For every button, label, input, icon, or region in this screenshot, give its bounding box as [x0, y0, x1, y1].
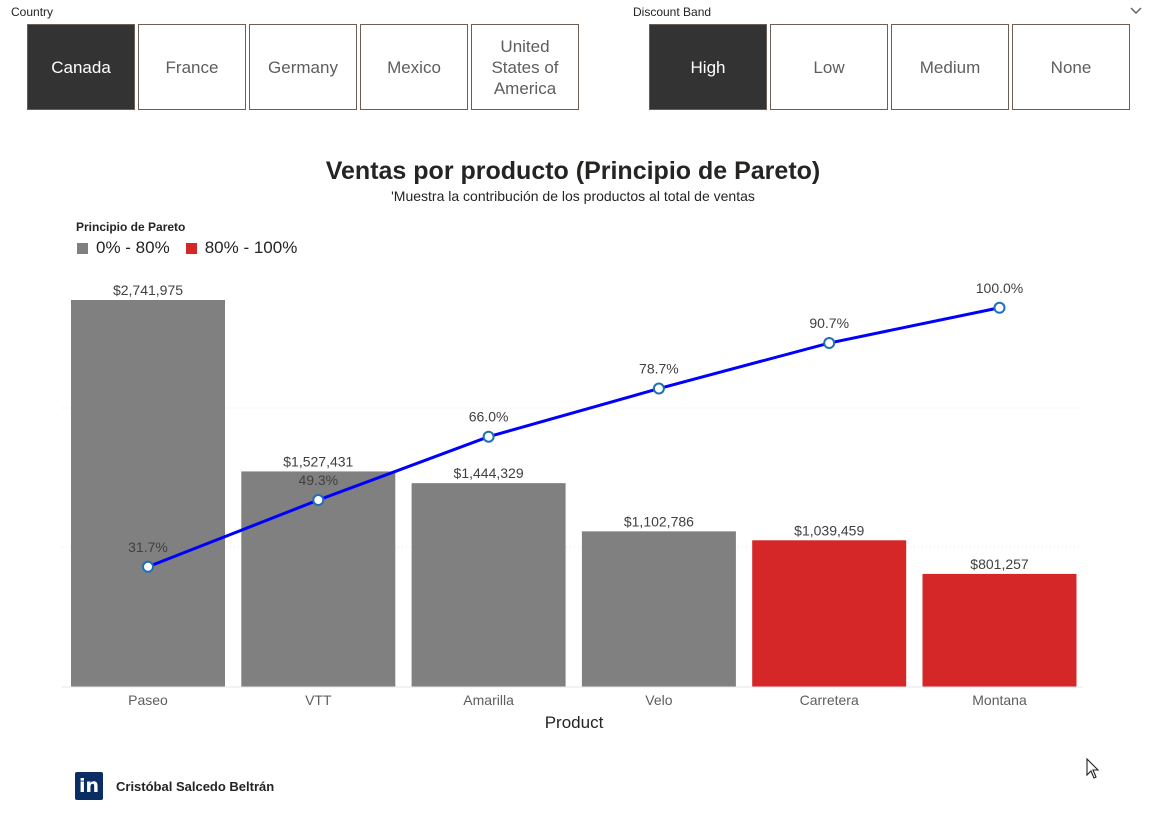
chart-subtitle: 'Muestra la contribución de los producto… [391, 188, 755, 204]
bar-data-label: $1,444,329 [454, 465, 524, 481]
cumulative-point [482, 430, 495, 443]
country-option-united-states-of-america[interactable]: United States of America [471, 24, 579, 110]
bar-amarilla [411, 483, 566, 687]
cumulative-line [147, 306, 1000, 569]
legend-item-0-80[interactable]: 0% - 80% [77, 238, 170, 258]
cumulative-data-label: 66.0% [469, 409, 509, 425]
cumulative-point [652, 382, 665, 395]
x-tick-label: Carretera [800, 692, 859, 708]
cumulative-point [312, 494, 325, 507]
x-axis-title: Product [545, 713, 604, 732]
cumulative-data-label: 90.7% [809, 315, 849, 331]
legend-item-80-100[interactable]: 80% - 100% [185, 238, 298, 258]
discount-option-low[interactable]: Low [770, 24, 888, 110]
legend: 0% - 80% 80% - 100% [77, 238, 313, 258]
cumulative-data-label: 31.7% [128, 539, 168, 555]
country-slicer: Canada France Germany Mexico United States o… [27, 24, 579, 110]
bar-paseo [71, 300, 225, 687]
discount-option-high[interactable]: High [649, 24, 767, 110]
x-tick-label: Montana [972, 692, 1027, 708]
x-tick-label: VTT [305, 692, 332, 708]
discount-slicer: High Low Medium None [649, 24, 1130, 110]
legend-label: 0% - 80% [96, 238, 170, 257]
bar-data-label: $801,257 [970, 556, 1029, 572]
bar-data-label: $1,527,431 [283, 453, 353, 469]
chevron-down-icon[interactable] [1129, 4, 1143, 18]
cumulative-point [823, 337, 836, 350]
cumulative-point [993, 301, 1006, 314]
country-option-canada[interactable]: Canada [27, 24, 135, 110]
discount-slicer-title: Discount Band [633, 5, 712, 19]
country-option-france[interactable]: France [138, 24, 246, 110]
discount-option-medium[interactable]: Medium [891, 24, 1009, 110]
bar-carretera [752, 540, 907, 687]
cumulative-data-label: 78.7% [639, 361, 679, 377]
legend-title: Principio de Pareto [76, 220, 186, 234]
bar-data-label: $1,039,459 [794, 522, 864, 538]
legend-label: 80% - 100% [204, 238, 298, 257]
legend-swatch [185, 242, 197, 254]
x-tick-label: Amarilla [463, 692, 514, 708]
bar-vtt [241, 471, 396, 687]
discount-option-none[interactable]: None [1012, 24, 1130, 110]
x-tick-label: Paseo [128, 692, 168, 708]
cumulative-point [142, 560, 154, 573]
x-tick-label: Velo [645, 692, 672, 708]
chart-title: Ventas por producto (Principio de Pareto… [325, 157, 821, 185]
cumulative-data-label: 49.3% [298, 472, 338, 488]
linkedin-icon[interactable]: in [75, 772, 103, 800]
author-name: Cristóbal Salcedo Beltrán [116, 778, 275, 794]
bar-velo [581, 531, 736, 687]
country-slicer-title: Country [11, 5, 54, 19]
cumulative-data-label: 100.0% [976, 280, 1023, 296]
country-option-mexico[interactable]: Mexico [360, 24, 468, 110]
bar-montana [922, 573, 1077, 687]
country-option-germany[interactable]: Germany [249, 24, 357, 110]
author-credit: in Cristóbal Salcedo Beltrán [75, 772, 274, 800]
legend-swatch [77, 242, 88, 254]
mouse-cursor-icon [1086, 758, 1100, 779]
bar-data-label: $1,102,786 [624, 513, 694, 529]
bar-data-label: $2,741,975 [113, 282, 183, 298]
